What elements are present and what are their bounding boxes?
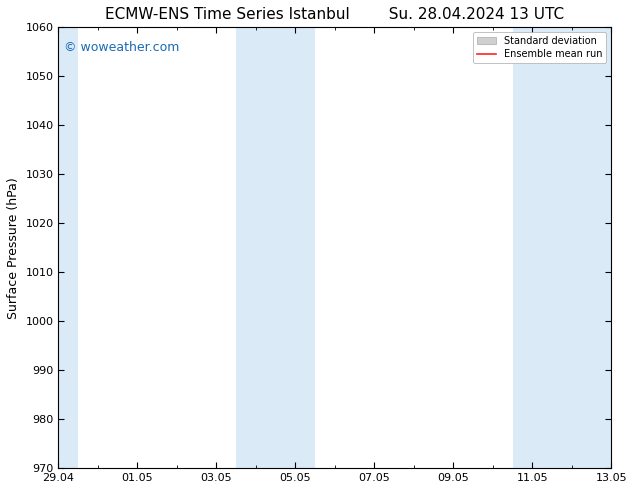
Bar <box>236 27 315 468</box>
Text: © woweather.com: © woweather.com <box>64 41 179 53</box>
Bar <box>56 27 78 468</box>
Title: ECMW-ENS Time Series Istanbul        Su. 28.04.2024 13 UTC: ECMW-ENS Time Series Istanbul Su. 28.04.… <box>105 7 564 22</box>
Bar <box>512 27 613 468</box>
Y-axis label: Surface Pressure (hPa): Surface Pressure (hPa) <box>7 177 20 318</box>
Legend: Standard deviation, Ensemble mean run: Standard deviation, Ensemble mean run <box>473 32 606 63</box>
